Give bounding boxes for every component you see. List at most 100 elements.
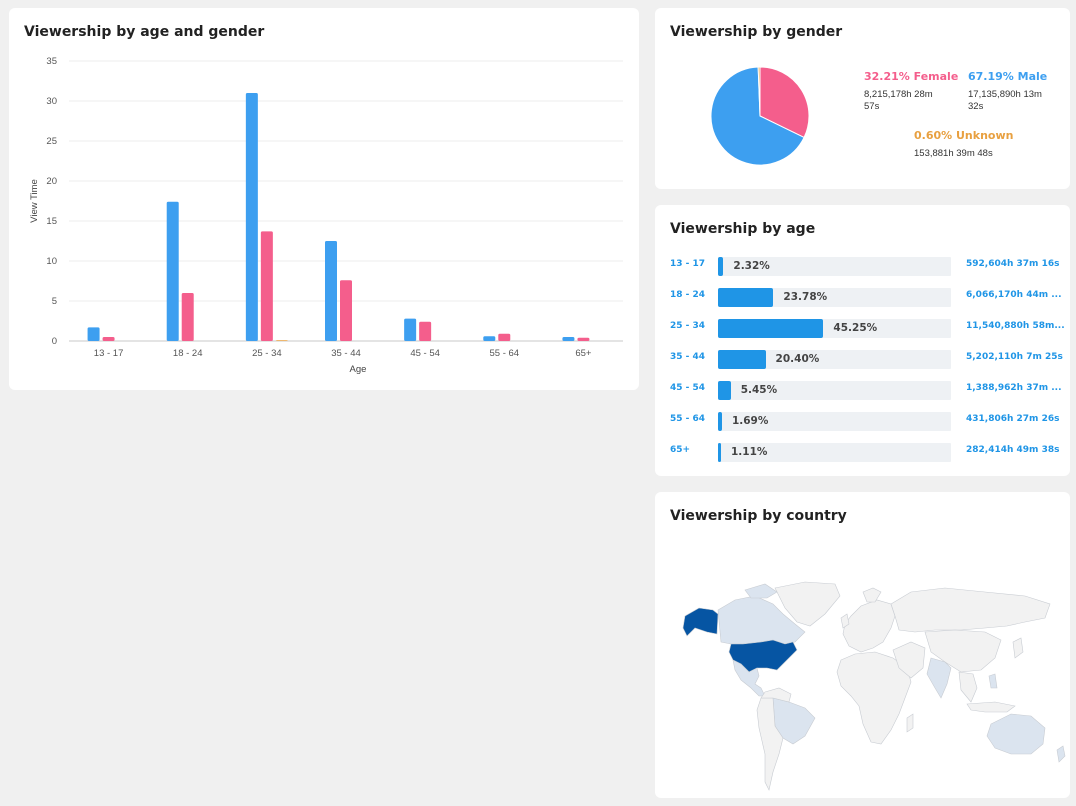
map-china[interactable] (924, 629, 1002, 673)
age-row[interactable]: 25 - 34 45.25% 11,540,880h 58m... (670, 318, 1065, 338)
map-madagascar[interactable] (906, 713, 914, 733)
legend-male: 67.19% Male 17,135,890h 13m 32s (968, 71, 1050, 113)
x-tick-label: 65+ (575, 348, 592, 359)
y-tick-label: 35 (46, 56, 57, 67)
map-south-america-north[interactable] (760, 687, 792, 703)
bar[interactable] (166, 201, 179, 341)
x-tick-label: 18 - 24 (173, 348, 203, 359)
bar[interactable] (275, 340, 288, 341)
age-row-label: 18 - 24 (670, 290, 706, 300)
map-south-america-south[interactable] (756, 697, 784, 791)
age-row-track: 1.69% (718, 412, 951, 431)
bar[interactable] (245, 93, 258, 341)
map-mexico[interactable] (732, 659, 766, 697)
gender-pie-chart (710, 66, 810, 166)
map-japan[interactable] (1012, 637, 1024, 659)
y-tick-label: 0 (52, 336, 57, 347)
x-tick-label: 13 - 17 (94, 348, 124, 359)
legend-male-pct: 67.19% Male (968, 70, 1048, 83)
age-row-track: 5.45% (718, 381, 951, 400)
x-tick-label: 55 - 64 (489, 348, 519, 359)
x-tick-label: 25 - 34 (252, 348, 282, 359)
age-gender-card: Viewership by age and gender 0 5 10 15 20 25 3… (9, 8, 639, 390)
map-alaska[interactable] (682, 607, 719, 637)
age-row[interactable]: 65+ 1.11% 282,414h 49m 38s (670, 442, 1060, 462)
world-map (682, 581, 1066, 791)
age-row-track: 45.25% (718, 319, 951, 338)
age-row-value: 431,806h 27m 26s (966, 414, 1060, 424)
age-row-track: 2.32% (718, 257, 951, 276)
age-row-value: 592,604h 37m 16s (966, 259, 1060, 269)
map-russia[interactable] (890, 587, 1051, 633)
y-tick-label: 5 (52, 296, 57, 307)
age-row-label: 65+ (670, 445, 691, 455)
map-africa[interactable] (836, 651, 912, 745)
country-card: Viewership by country (655, 492, 1070, 798)
age-row-track: 1.11% (718, 443, 951, 462)
map-uk[interactable] (840, 613, 850, 629)
age-row-label: 45 - 54 (670, 383, 706, 393)
map-europe[interactable] (842, 599, 896, 653)
age-row[interactable]: 18 - 24 23.78% 6,066,170h 44m ... (670, 287, 1062, 307)
map-canada-islands[interactable] (744, 583, 778, 599)
legend-unknown: 0.60% Unknown 153,881h 39m 48s (914, 130, 1013, 160)
age-row-bar (718, 319, 824, 338)
age-row-value: 6,066,170h 44m ... (966, 290, 1062, 300)
age-row-percent: 5.45% (740, 384, 778, 396)
age-row-label: 55 - 64 (670, 414, 706, 424)
age-row-value: 5,202,110h 7m 25s (966, 352, 1063, 362)
map-india[interactable] (926, 657, 952, 699)
age-row-bar (718, 412, 722, 431)
country-title: Viewership by country (670, 508, 847, 524)
map-southeast-asia[interactable] (958, 671, 978, 703)
age-row[interactable]: 35 - 44 20.40% 5,202,110h 7m 25s (670, 349, 1063, 369)
age-row-bar (718, 350, 766, 369)
age-row-label: 13 - 17 (670, 259, 706, 269)
bar[interactable] (340, 280, 352, 341)
bar[interactable] (404, 318, 417, 341)
bar[interactable] (87, 327, 100, 341)
map-australia[interactable] (986, 713, 1046, 755)
bar[interactable] (483, 336, 496, 341)
y-tick-label: 25 (46, 136, 57, 147)
y-tick-label: 15 (46, 216, 57, 227)
age-row[interactable]: 45 - 54 5.45% 1,388,962h 37m ... (670, 380, 1062, 400)
age-row-track: 20.40% (718, 350, 951, 369)
bar[interactable] (325, 241, 337, 341)
pie-slice-unknown[interactable] (757, 66, 761, 117)
map-greenland[interactable] (774, 581, 841, 627)
pie-slice-male[interactable] (710, 66, 805, 166)
legend-female: 32.21% Female 8,215,178h 28m 57s (864, 71, 958, 113)
age-row[interactable]: 13 - 17 2.32% 592,604h 37m 16s (670, 256, 1060, 276)
age-row-value: 282,414h 49m 38s (966, 445, 1060, 455)
age-row-bar (718, 288, 774, 307)
x-tick-label: 35 - 44 (331, 348, 361, 359)
legend-unknown-pct: 0.60% Unknown (914, 129, 1014, 142)
map-scandinavia[interactable] (862, 587, 882, 603)
gender-title: Viewership by gender (670, 24, 843, 40)
bar[interactable] (181, 293, 194, 341)
map-philippines[interactable] (988, 673, 998, 689)
age-row-value: 11,540,880h 58m... (966, 321, 1065, 331)
age-row-value: 1,388,962h 37m ... (966, 383, 1062, 393)
bar[interactable] (260, 231, 273, 341)
age-row[interactable]: 55 - 64 1.69% 431,806h 27m 26s (670, 411, 1060, 431)
bar[interactable] (577, 337, 590, 341)
bar[interactable] (498, 333, 511, 341)
bar[interactable] (419, 321, 432, 341)
age-row-bar (718, 443, 721, 462)
y-axis-label: View Time (29, 179, 40, 223)
bar[interactable] (562, 337, 575, 341)
age-row-label: 25 - 34 (670, 321, 706, 331)
map-middle-east[interactable] (892, 641, 926, 679)
age-row-bar (718, 257, 724, 276)
x-axis-label: Age (350, 364, 367, 375)
map-indonesia[interactable] (966, 701, 1016, 713)
legend-female-value: 8,215,178h 28m 57s (864, 89, 933, 112)
map-new-zealand[interactable] (1056, 745, 1066, 763)
y-tick-label: 20 (46, 176, 57, 187)
y-tick-label: 10 (46, 256, 57, 267)
bar[interactable] (102, 337, 115, 341)
legend-male-value: 17,135,890h 13m 32s (968, 89, 1042, 112)
pie-slice-female[interactable] (759, 66, 810, 139)
